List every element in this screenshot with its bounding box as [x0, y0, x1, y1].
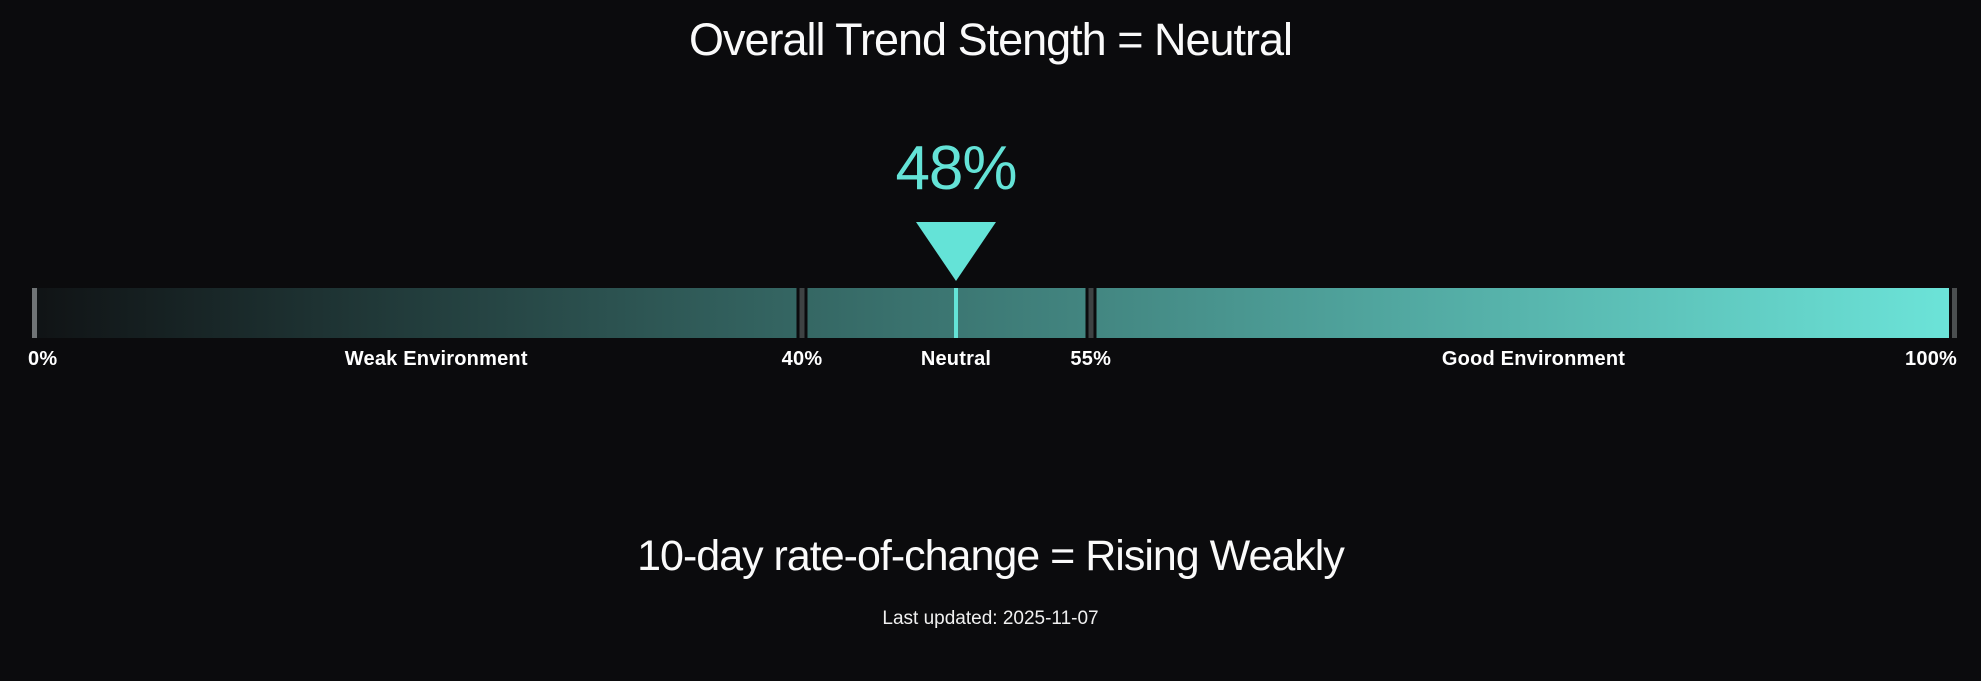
gauge-tick-100 — [1949, 288, 1957, 338]
marker-line — [954, 288, 958, 338]
gauge-axis-labels: 0% Weak Environment 40% Neutral 55% Good Envi… — [28, 346, 1957, 374]
axis-label: Neutral — [920, 348, 992, 370]
axis-label: 40% — [781, 348, 823, 370]
gauge-tick-55 — [1085, 288, 1097, 338]
axis-label: 0% — [28, 348, 58, 370]
last-updated-text: Last updated: 2025-11-07 — [882, 608, 1099, 629]
gauge-track — [32, 288, 1957, 338]
axis-label: Good Environment — [1441, 348, 1626, 370]
trend-strength-gauge: 48% 0% Weak Environment 40% Neutral 55% Good … — [28, 0, 1957, 681]
gauge-value-label: 48% — [895, 134, 1017, 203]
gauge-tick-0 — [32, 288, 37, 338]
marker-triangle-icon — [916, 222, 996, 281]
gauge-tick-40 — [796, 288, 808, 338]
axis-label: 55% — [1070, 348, 1112, 370]
axis-label: 100% — [1905, 348, 1957, 370]
rate-of-change-heading: 10-day rate-of-change = Rising Weakly — [637, 532, 1345, 580]
page-title: Overall Trend Stength = Neutral — [688, 14, 1293, 65]
axis-label: Weak Environment — [344, 348, 528, 370]
